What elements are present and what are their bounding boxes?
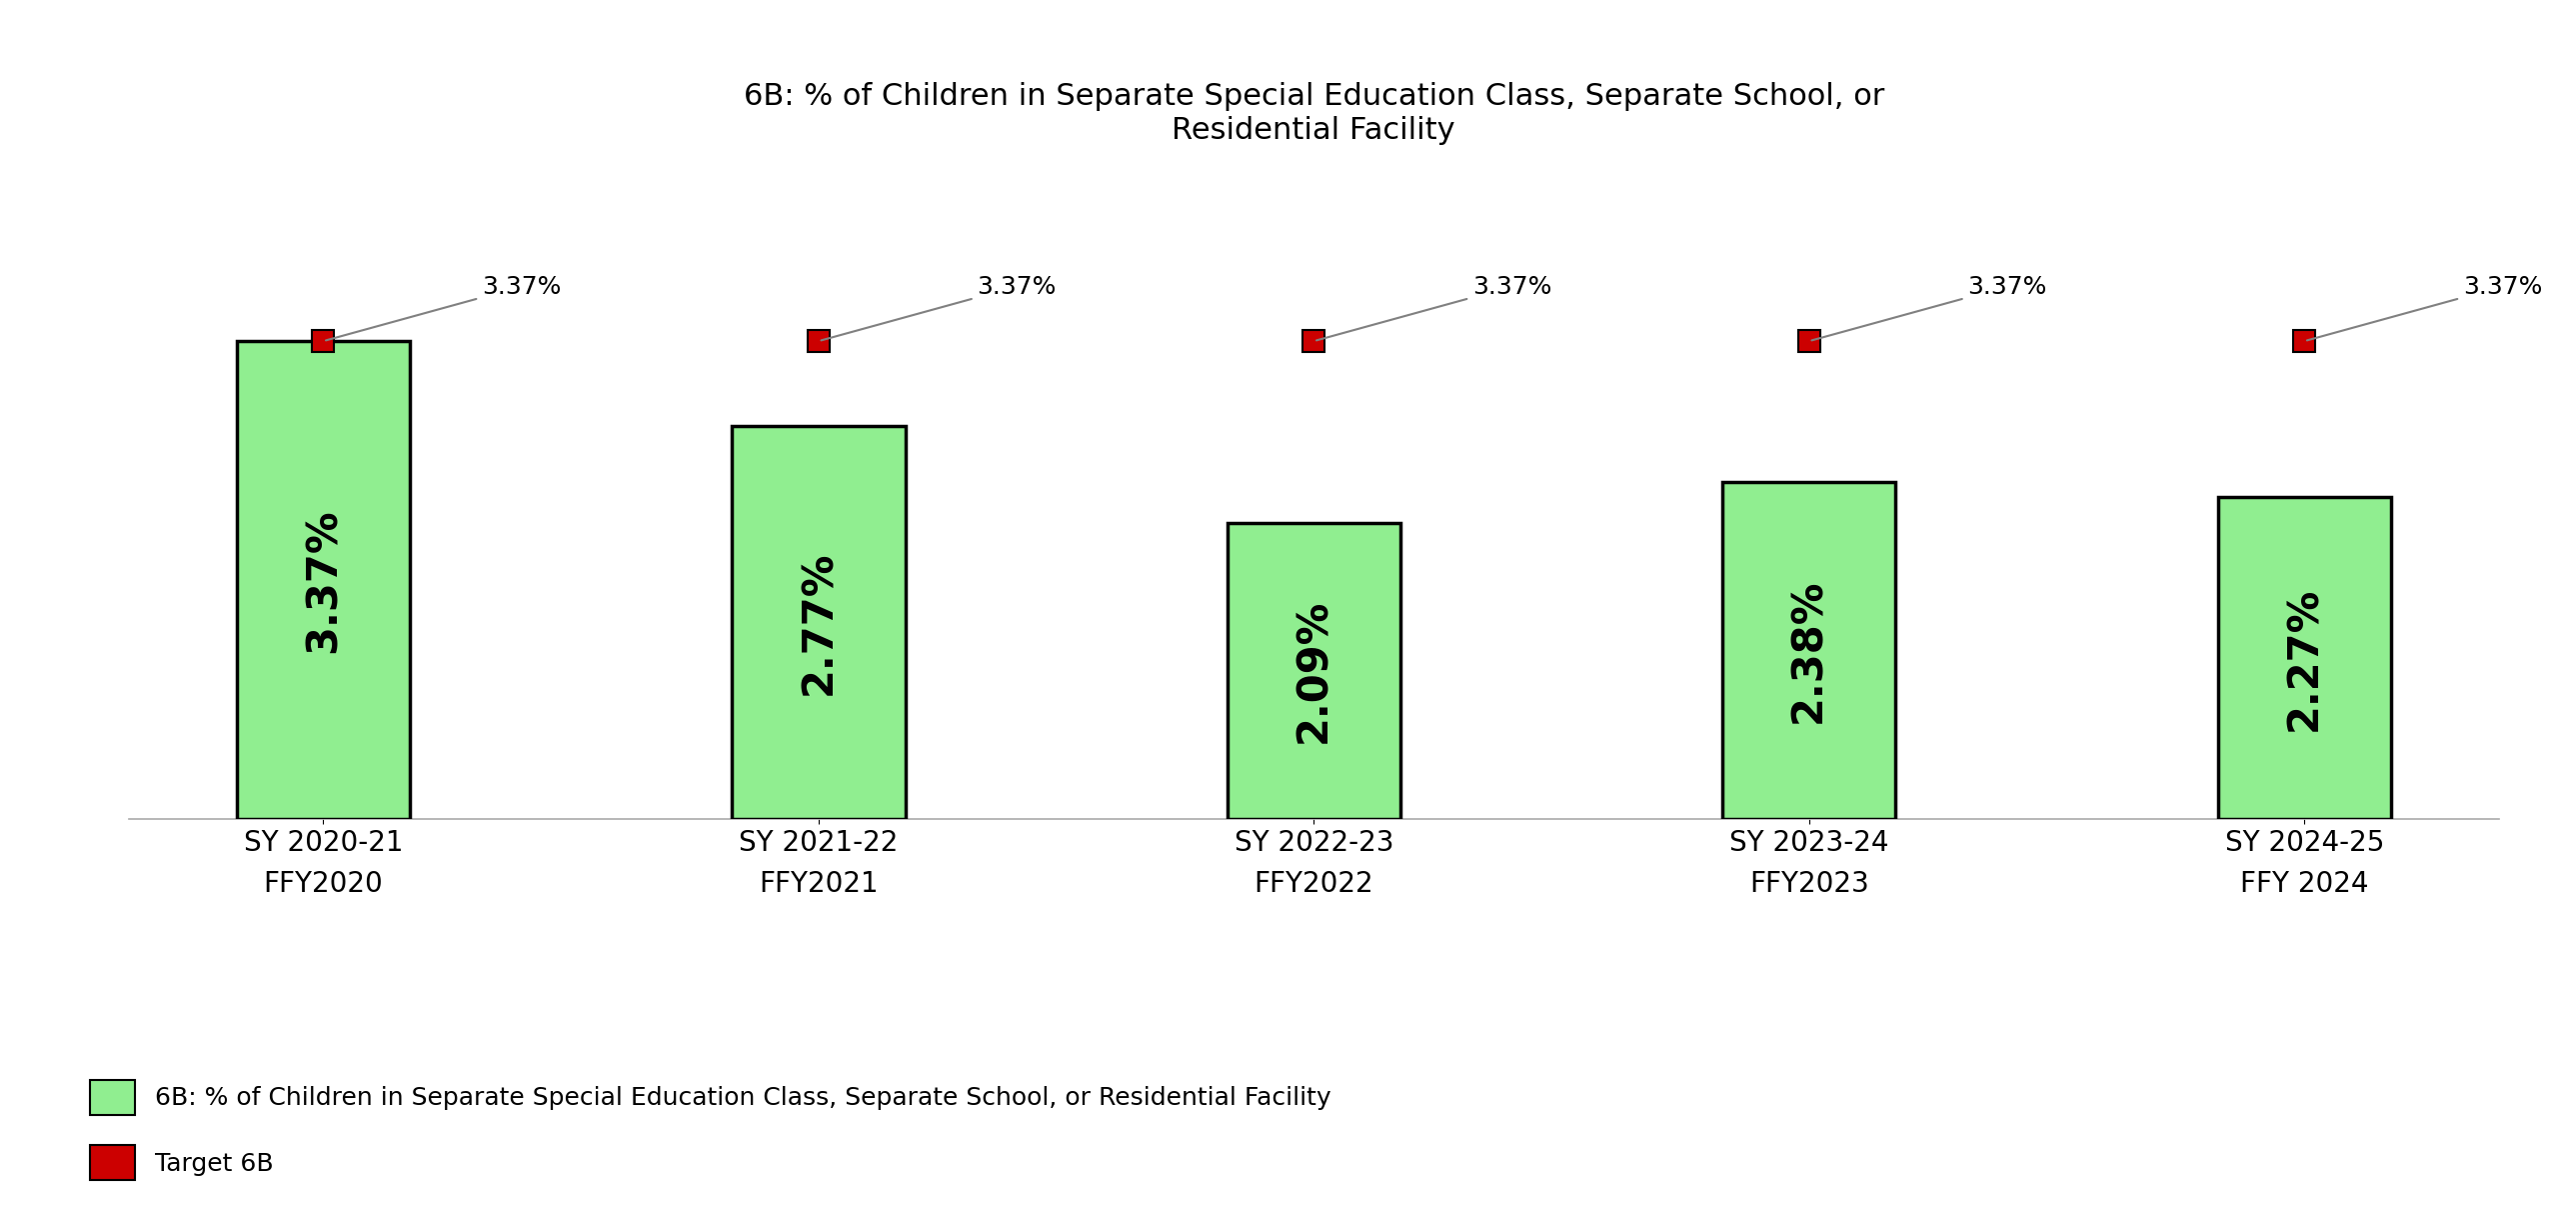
Text: 2.77%: 2.77% — [799, 551, 840, 695]
Text: 3.37%: 3.37% — [1316, 275, 1551, 340]
Bar — [237, 341, 410, 819]
Text: 3.37%: 3.37% — [1811, 275, 2048, 340]
Legend: 6B: % of Children in Separate Special Education Class, Separate School, or Resid: 6B: % of Children in Separate Special Ed… — [90, 1080, 1332, 1181]
Bar — [732, 427, 904, 819]
Text: 3.37%: 3.37% — [822, 275, 1056, 340]
Bar — [1226, 523, 1401, 819]
Title: 6B: % of Children in Separate Special Education Class, Separate School, or
Resid: 6B: % of Children in Separate Special Ed… — [744, 82, 1883, 145]
Text: 3.37%: 3.37% — [301, 509, 345, 653]
Text: 2.09%: 2.09% — [1293, 599, 1334, 743]
Text: 3.37%: 3.37% — [2308, 275, 2543, 340]
Bar — [2218, 498, 2391, 819]
Text: 3.37%: 3.37% — [327, 275, 562, 340]
Text: 2.38%: 2.38% — [1788, 578, 1829, 723]
Text: 2.27%: 2.27% — [2282, 586, 2326, 730]
Bar — [1723, 482, 1896, 819]
